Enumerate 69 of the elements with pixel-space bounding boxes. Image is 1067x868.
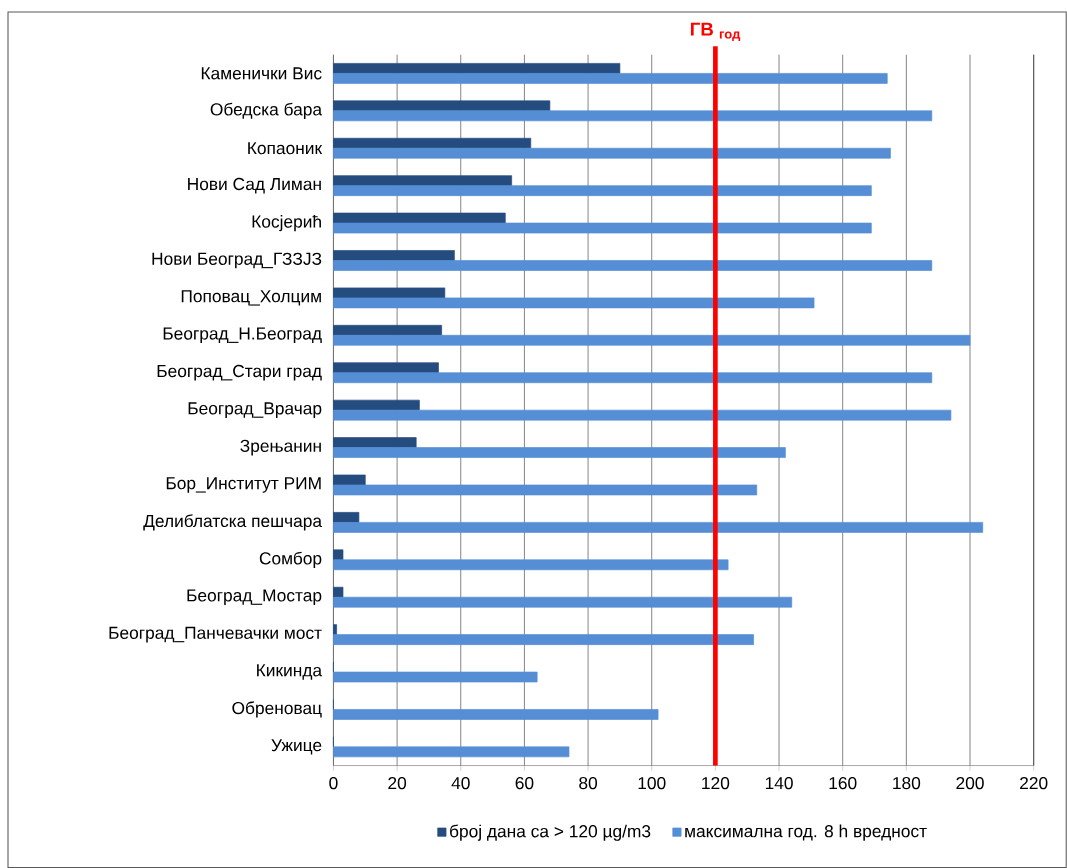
bar	[333, 175, 513, 186]
x-tick-label: 140	[765, 776, 793, 790]
bar	[333, 746, 570, 758]
bar	[333, 250, 455, 261]
y-tick-label: Бор_Институт РИМ	[166, 477, 321, 493]
bar	[333, 362, 439, 373]
bar	[333, 297, 815, 309]
y-tick-label: Нови Београд_ГЗЗЈЗ	[152, 252, 322, 269]
y-tick-label: Делиблатска пешчара	[143, 514, 323, 531]
bar	[333, 447, 786, 458]
y-tick-label: Каменички Вис	[201, 67, 322, 80]
y-tick-label: Зрењанин	[240, 439, 321, 456]
x-tick-label: 220	[1020, 776, 1048, 790]
x-tick-label: 160	[829, 776, 857, 790]
bar	[333, 222, 872, 234]
bar	[333, 260, 933, 271]
bar	[333, 399, 420, 411]
x-tick-label: 0	[329, 776, 338, 790]
y-tick-label: Нови Сад Лиман	[188, 177, 321, 194]
y-tick-label: Обедска бара	[210, 102, 323, 119]
x-tick-label: 120	[702, 776, 730, 790]
bar	[333, 511, 360, 523]
x-tick-label: 200	[956, 776, 984, 790]
legend-label: максимална год. 8 h вредност	[685, 824, 927, 841]
y-tick-label: Београд_Врачар	[188, 402, 322, 418]
bar	[333, 137, 532, 149]
bar	[333, 372, 933, 383]
y-tick-label: Сомбор	[259, 551, 322, 568]
x-tick-label: 80	[579, 776, 598, 790]
x-tick-label: 60	[515, 776, 534, 790]
bar	[333, 586, 344, 598]
bar	[333, 110, 933, 122]
bar	[333, 634, 754, 645]
bar	[333, 624, 337, 635]
y-tick-label: Београд_Н.Београд	[163, 327, 322, 343]
bar	[333, 521, 984, 533]
y-tick-label: Београд_Панчевачки мост	[109, 626, 322, 643]
bar	[333, 324, 442, 336]
x-tick-label: 100	[638, 776, 666, 790]
bar	[333, 72, 888, 84]
y-tick-label: Београд_Мостар	[187, 589, 322, 605]
bar	[333, 596, 793, 608]
y-tick-label: Кикинда	[257, 664, 323, 680]
bar	[333, 287, 446, 299]
y-tick-label: Београд_Стари град	[157, 364, 322, 381]
bar	[333, 474, 366, 486]
bar	[333, 671, 538, 683]
bar	[333, 708, 659, 720]
y-tick-label: Обреновац	[232, 701, 322, 718]
bar	[333, 549, 344, 561]
ref-line-label: ГВ $_{год}$	[690, 22, 741, 41]
x-tick-label: 40	[451, 776, 470, 790]
bar	[333, 185, 872, 196]
bar	[333, 437, 417, 448]
x-tick-label: 20	[388, 776, 407, 790]
bar	[333, 409, 952, 421]
bar	[333, 484, 758, 496]
bar	[333, 559, 729, 571]
bar	[333, 62, 621, 74]
x-tick-label: 180	[893, 776, 921, 790]
bar	[333, 100, 551, 112]
y-tick-label: Косјерић	[252, 214, 321, 232]
y-tick-label: Копаоник	[248, 142, 323, 155]
bar	[333, 334, 971, 346]
bar	[333, 147, 891, 159]
y-tick-label: Поповац_Холцим	[181, 290, 321, 306]
legend-label: број дана са > 120 µg/m3	[450, 824, 651, 841]
y-tick-label: Ужице	[271, 739, 322, 755]
bar	[333, 212, 506, 224]
